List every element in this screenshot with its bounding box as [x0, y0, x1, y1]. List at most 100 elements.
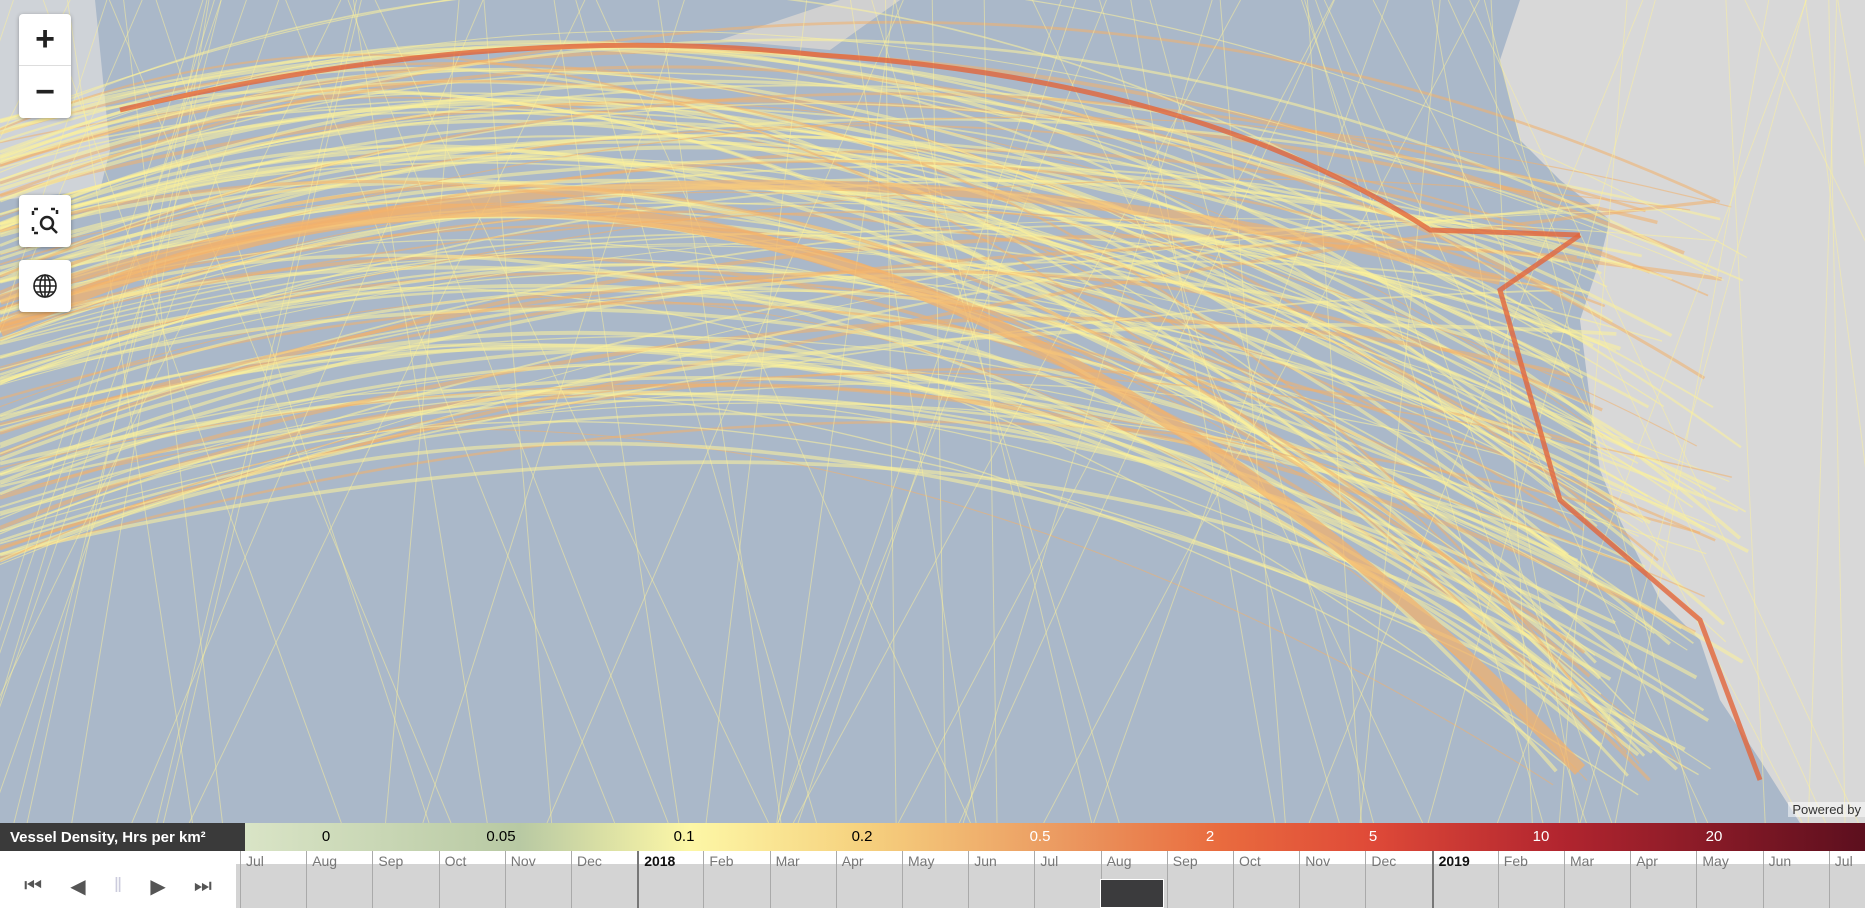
- timeline-month[interactable]: Sep: [1166, 851, 1233, 908]
- timeline-month[interactable]: Aug: [306, 851, 372, 908]
- shipping-lane: [575, 0, 818, 823]
- timeline-month[interactable]: Feb: [703, 851, 769, 908]
- pause-button[interactable]: ‖: [113, 875, 123, 897]
- legend-value: 2: [1205, 828, 1215, 845]
- shipping-lane: [0, 183, 1591, 678]
- shipping-lane: [1807, 0, 1838, 823]
- timeline-month[interactable]: Jul: [1828, 851, 1865, 908]
- shipping-lane: [1837, 0, 1865, 168]
- shipping-lane: [1483, 0, 1697, 823]
- shipping-lane: [0, 44, 1614, 324]
- timeline-month[interactable]: May: [902, 851, 968, 908]
- timeline-month[interactable]: Jul: [1034, 851, 1100, 908]
- shipping-lane: [897, 0, 1335, 823]
- timeline-month[interactable]: Sep: [372, 851, 438, 908]
- shipping-lane: [0, 179, 1502, 305]
- shipping-lane: [1099, 0, 1340, 823]
- timeline-month[interactable]: Apr: [1630, 851, 1696, 908]
- shipping-lane: [0, 111, 1694, 509]
- timeline-month[interactable]: Oct: [1233, 851, 1299, 908]
- land-north-america: [1500, 0, 1865, 823]
- shipping-lane: [0, 202, 1586, 775]
- legend-value: 0.1: [673, 828, 695, 845]
- shipping-lane: [885, 0, 897, 823]
- shipping-lane: [1496, 0, 1808, 823]
- shipping-lane: [1031, 0, 1424, 823]
- skip-to-start-button[interactable]: ⏮: [24, 875, 43, 897]
- shipping-lane: [1372, 0, 1803, 823]
- shipping-lane: [0, 40, 1742, 540]
- legend-value: 20: [1705, 828, 1723, 845]
- shipping-lane: [1490, 0, 1533, 823]
- timeline-month[interactable]: Jul: [240, 851, 306, 908]
- shipping-lane: [546, 0, 904, 823]
- timeline-month[interactable]: May: [1696, 851, 1762, 908]
- shipping-lane: [155, 0, 430, 823]
- shipping-lane: [705, 0, 808, 823]
- shipping-lane: [0, 178, 1691, 368]
- timeline-month[interactable]: 2018: [637, 851, 703, 908]
- shipping-lane: [0, 335, 1655, 634]
- shipping-lane: [0, 0, 108, 329]
- shipping-lane: [894, 0, 1093, 823]
- shipping-lane: [1306, 0, 1362, 823]
- playback-controls: ⏮ ◀ ‖ ▶ ⏭: [0, 851, 236, 908]
- shipping-lane: [0, 102, 1608, 288]
- zoom-out-button[interactable]: −: [35, 72, 55, 111]
- timeline-month[interactable]: 2019: [1431, 851, 1498, 908]
- timeline-month[interactable]: Dec: [571, 851, 637, 908]
- shipping-lane: [595, 0, 971, 823]
- shipping-lane: [0, 382, 1717, 533]
- shipping-lane: [0, 144, 1678, 771]
- shipping-lane: [1469, 0, 1859, 823]
- vessel-density-map[interactable]: [0, 0, 1865, 823]
- timeline-month[interactable]: Jun: [968, 851, 1034, 908]
- shipping-lane: [66, 0, 194, 823]
- shipping-lane: [0, 441, 1686, 752]
- skip-to-end-button[interactable]: ⏭: [193, 875, 212, 897]
- timeline-month[interactable]: Oct: [438, 851, 505, 908]
- shipping-lane: [1323, 0, 1709, 823]
- timeline-handle[interactable]: [1100, 879, 1164, 908]
- shipping-lane: [0, 361, 1579, 562]
- zoom-to-area-icon: [31, 207, 59, 235]
- shipping-lane: [1579, 0, 1807, 823]
- attribution[interactable]: Powered by: [1788, 802, 1865, 817]
- timeline-month[interactable]: Apr: [835, 851, 902, 908]
- shipping-lane: [0, 289, 1552, 545]
- shipping-lane: [156, 0, 358, 823]
- timeline: ⏮ ◀ ‖ ▶ ⏭ Jul Aug Sep Oct Nov Dec 2018 Feb Mar Ap…: [0, 851, 1865, 908]
- shipping-lane: [0, 65, 1706, 380]
- shipping-lane: [0, 157, 1665, 549]
- timeline-month[interactable]: Jun: [1762, 851, 1829, 908]
- shipping-lane: [657, 0, 782, 823]
- timeline-track[interactable]: Jul Aug Sep Oct Nov Dec 2018 Feb Mar Apr May Jun Jul…: [236, 851, 1865, 908]
- play-button[interactable]: ▶: [150, 876, 166, 898]
- shipping-lane: [0, 67, 1634, 444]
- shipping-lane: [983, 0, 998, 823]
- globe-button[interactable]: [19, 260, 71, 312]
- shipping-lane: [162, 0, 362, 823]
- shipping-lane: [1149, 0, 1374, 823]
- timeline-month[interactable]: Mar: [769, 851, 836, 908]
- shipping-lane: [792, 0, 1241, 823]
- timeline-month[interactable]: Mar: [1564, 851, 1630, 908]
- shipping-lane: [1308, 0, 1644, 823]
- shipping-lane: [1828, 0, 1846, 823]
- timeline-month[interactable]: Feb: [1497, 851, 1564, 908]
- shipping-lane: [0, 145, 1595, 444]
- zoom-in-button[interactable]: +: [19, 14, 71, 66]
- shipping-lane: [1744, 0, 1865, 242]
- globe-icon: [33, 274, 57, 298]
- shipping-lane: [42, 0, 342, 823]
- zoom-to-area-button[interactable]: [19, 195, 71, 247]
- shipping-lane: [0, 0, 215, 703]
- timeline-month[interactable]: Nov: [504, 851, 571, 908]
- shipping-lane: [0, 107, 1714, 408]
- shipping-lane: [0, 286, 1739, 512]
- shipping-lane: [0, 428, 1554, 786]
- step-back-button[interactable]: ◀: [70, 876, 86, 898]
- timeline-month[interactable]: Nov: [1299, 851, 1365, 908]
- legend-title: Vessel Density, Hrs per km²: [0, 823, 245, 851]
- timeline-month[interactable]: Dec: [1365, 851, 1431, 908]
